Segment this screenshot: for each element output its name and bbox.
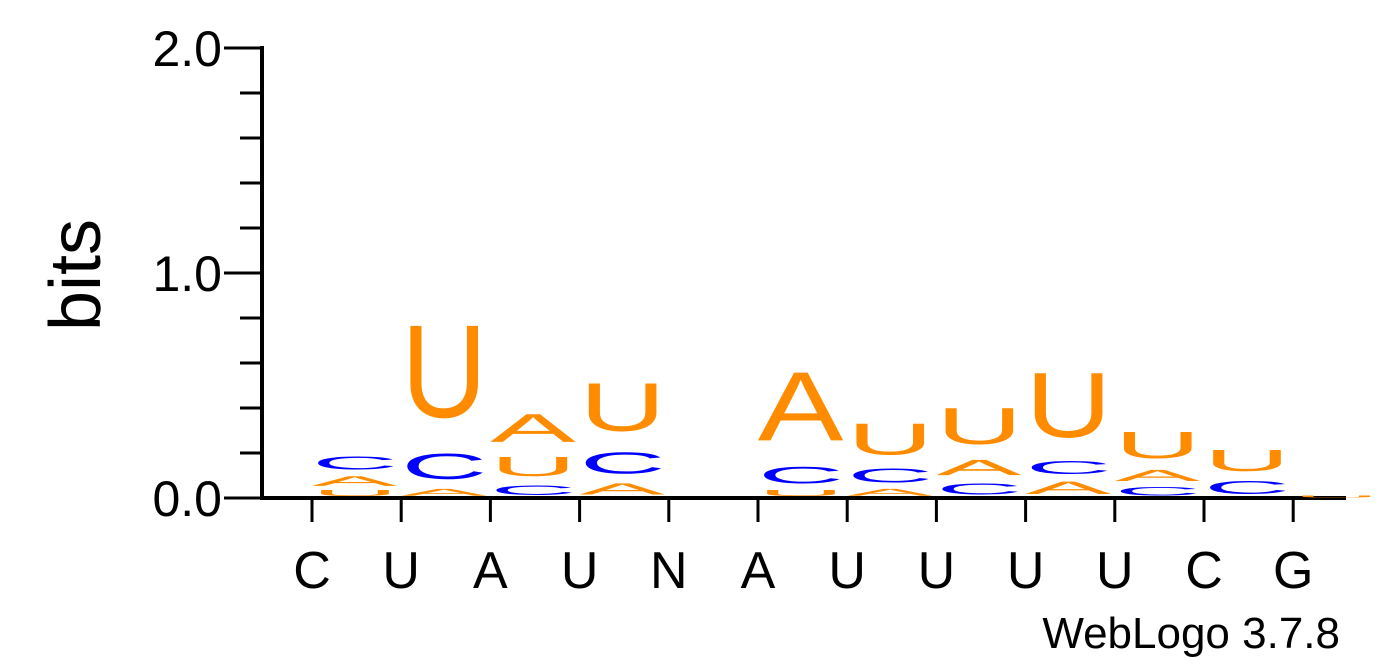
logo-letter-A: A <box>312 473 398 489</box>
x-tick-label: U <box>1096 542 1134 600</box>
logo-letter-C: C <box>580 446 666 480</box>
logo-letter-U: U <box>580 369 666 446</box>
logo-letter-C: C <box>1204 478 1290 498</box>
logo-letter-A: A <box>1115 467 1201 485</box>
x-tick-label: G <box>1273 542 1313 600</box>
logo-letter-U: U <box>758 489 844 498</box>
logo-letter-C: C <box>847 464 933 486</box>
logo-letter-U: U <box>847 415 933 464</box>
x-tick-label: A <box>473 542 508 600</box>
logo-letter-A: A <box>1025 478 1111 498</box>
logo-letter-A: A <box>758 352 844 462</box>
y-tick-label: 0.0 <box>152 471 222 527</box>
logo-letter-U: U <box>1115 424 1201 467</box>
stack-column: CUA <box>490 406 576 498</box>
logo-letter-C: C <box>758 462 844 489</box>
logo-letter-U: U <box>401 297 487 445</box>
logo-letter-C: C <box>1115 484 1201 498</box>
logo-letter-U: U <box>1026 354 1112 457</box>
logo-letter-A: A <box>401 487 487 498</box>
x-tick-label: N <box>650 542 688 600</box>
x-tick-label: C <box>293 542 331 600</box>
logo-letter-C: C <box>490 482 576 498</box>
stack-column: ACU <box>1025 354 1111 498</box>
x-tick-label: U <box>1007 542 1045 600</box>
x-tick-label: U <box>382 542 420 600</box>
x-tick-label: C <box>1185 542 1223 600</box>
logo-letter-C: C <box>312 453 398 473</box>
logo-letter-U: U <box>312 489 398 498</box>
logo-letter-A: A <box>847 487 933 498</box>
logo-letter-U: U <box>936 397 1022 455</box>
x-tick-label: U <box>828 542 866 600</box>
stack-column: UAC <box>312 453 398 498</box>
x-tick-label: U <box>561 542 599 600</box>
logo-letter-U: U <box>1204 444 1290 478</box>
y-axis: 0.0 1.0 2.0 <box>152 21 264 527</box>
logo-letter-A: A <box>579 480 665 498</box>
stack-column: CAU <box>1115 424 1201 498</box>
stack-column: ACU <box>579 369 665 498</box>
weblogo-credit: WebLogo 3.7.8 <box>1042 609 1340 658</box>
logo-letter-U: U <box>1293 495 1379 498</box>
x-tick-label: A <box>741 542 776 600</box>
y-tick-label: 1.0 <box>152 246 222 302</box>
y-tick-label: 2.0 <box>152 21 222 77</box>
logo-letter-A: A <box>490 406 576 451</box>
logo-letter-C: C <box>1026 458 1112 478</box>
y-axis-label: bits <box>36 219 116 331</box>
stack-column: CU <box>1204 444 1290 498</box>
logo-letter-U: U <box>490 451 576 482</box>
logo-letter-C: C <box>936 480 1022 498</box>
stack-column: CAU <box>936 397 1022 498</box>
logo-letter-A: A <box>936 455 1022 480</box>
x-tick-label: U <box>918 542 956 600</box>
stack-column: ACU <box>401 297 487 498</box>
stack-column: U <box>1293 495 1379 498</box>
stack-column: UCA <box>758 352 844 498</box>
logo-letter-C: C <box>401 446 487 487</box>
stack-column: ACU <box>847 415 933 498</box>
